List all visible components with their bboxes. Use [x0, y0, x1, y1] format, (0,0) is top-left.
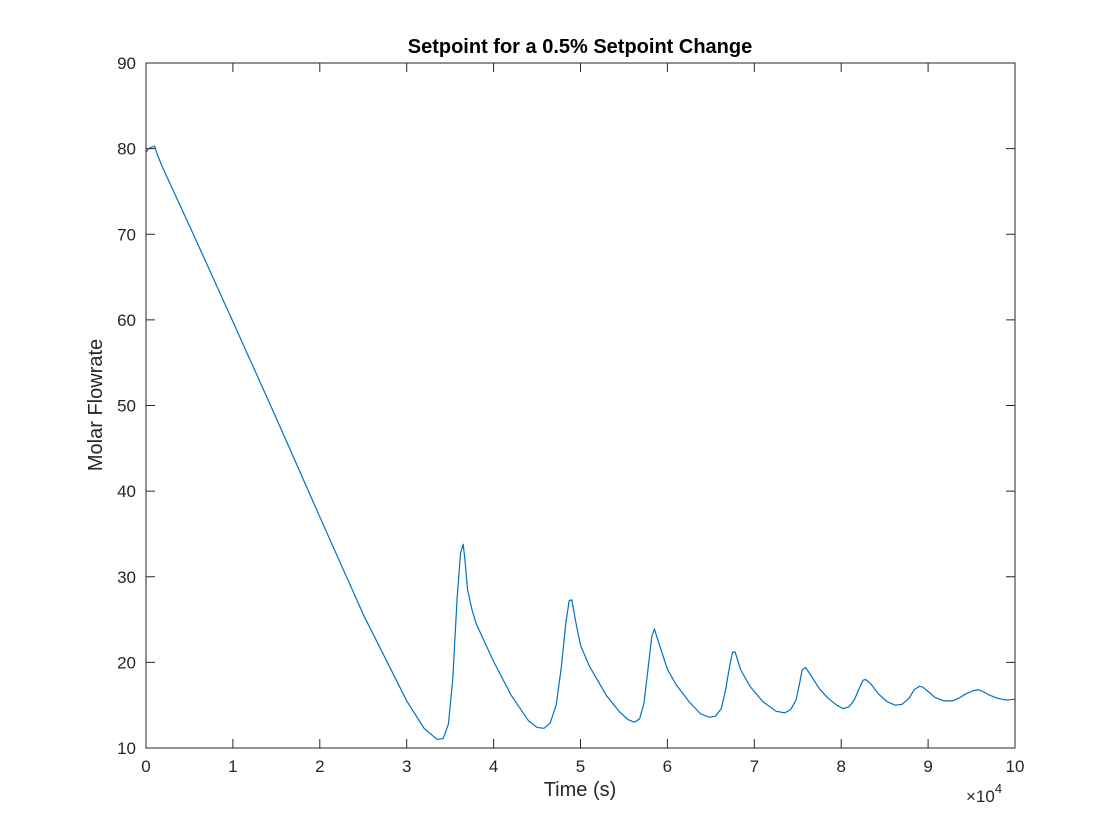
y-tick-label: 50 — [117, 397, 136, 416]
y-axis-label: Molar Flowrate — [85, 339, 107, 471]
y-tick-label: 10 — [117, 739, 136, 758]
x-tick-label: 4 — [489, 757, 498, 776]
y-tick-label: 20 — [117, 653, 136, 672]
x-tick-label: 7 — [750, 757, 759, 776]
y-tick-label: 60 — [117, 311, 136, 330]
x-tick-label: 1 — [228, 757, 237, 776]
y-tick-label: 40 — [117, 482, 136, 501]
chart-title: Setpoint for a 0.5% Setpoint Change — [408, 36, 752, 58]
axis-ticks — [145, 62, 1016, 749]
x-tick-label: 6 — [663, 757, 672, 776]
x-tick-label: 2 — [315, 757, 324, 776]
x-tick-label: 9 — [923, 757, 932, 776]
x-axis-multiplier: ×104 — [966, 781, 1002, 806]
x-axis-multiplier-exponent: 4 — [995, 781, 1002, 796]
x-tick-label: 8 — [836, 757, 845, 776]
y-tick-label: 30 — [117, 568, 136, 587]
axes-background — [146, 63, 1015, 748]
x-tick-label: 0 — [141, 757, 150, 776]
series-line — [145, 145, 1016, 741]
x-tick-label: 5 — [576, 757, 585, 776]
plot-area — [145, 62, 1016, 749]
tick-labels: 0 1 2 3 4 5 6 7 8 9 10 10 20 30 40 50 60 70 80 90 — [117, 54, 1024, 776]
x-axis-label: Time (s) — [544, 779, 617, 801]
x-tick-label: 3 — [402, 757, 411, 776]
y-tick-label: 70 — [117, 225, 136, 244]
y-tick-label: 80 — [117, 140, 136, 159]
x-tick-label: 10 — [1006, 757, 1025, 776]
y-tick-label: 90 — [117, 54, 136, 73]
x-axis-multiplier-base: ×10 — [966, 787, 995, 806]
